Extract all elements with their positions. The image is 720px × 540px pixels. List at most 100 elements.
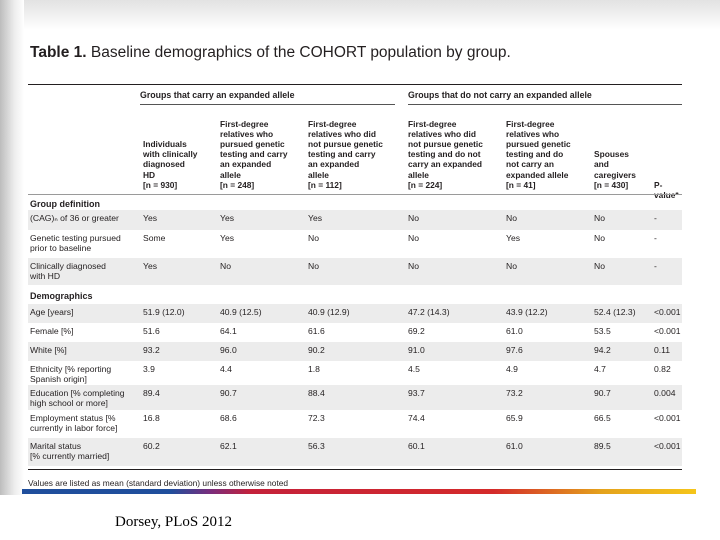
column-header-2: [n = 248]	[220, 179, 255, 190]
column-header-2: an expanded	[220, 159, 272, 170]
table-row: (CAG)ₙ of 36 or greater Yes Yes Yes No No No -	[28, 210, 682, 230]
row-label: [% currently married]	[30, 451, 110, 462]
row-label: Clinically diagnosed	[30, 261, 106, 271]
column-header-7: P-value*	[654, 179, 679, 200]
table-caption: Table 1. Baseline demographics of the CO…	[30, 44, 511, 62]
table-cell: 61.6	[308, 326, 325, 336]
table-cell: <0.001	[654, 441, 681, 451]
table-row: Employment status [% currently in labor f…	[28, 410, 682, 438]
table-row: Female [%] 51.6 64.1 61.6 69.2 61.0 53.5 <0.001	[28, 323, 682, 342]
row-label: Female [%]	[30, 326, 74, 336]
column-header-5: pursued genetic	[506, 139, 571, 149]
table-cell: 69.2	[408, 326, 425, 336]
table-cell: Yes	[220, 213, 235, 223]
column-header-2: allele	[220, 169, 241, 180]
column-header-6: caregivers	[594, 169, 636, 180]
column-header-6: Spouses	[594, 149, 629, 160]
table-cell: 0.82	[654, 364, 671, 374]
citation: Dorsey, PLoS 2012	[115, 514, 232, 530]
table-cell: No	[408, 233, 419, 243]
table-row: Ethnicity [% reporting Spanish origin] 3.9…	[28, 361, 682, 385]
table-row: Education [% completing high school or mo…	[28, 385, 682, 410]
table-cell: No	[308, 233, 319, 243]
caption-label: Table 1.	[30, 44, 87, 61]
table-cell: Yes	[308, 213, 323, 223]
table-cell: 4.5	[408, 364, 420, 374]
column-header-2: relatives who	[220, 128, 274, 139]
group-header-noncarry-rule	[408, 104, 682, 105]
column-header-3: testing and carry	[308, 149, 376, 160]
table-row: Genetic testing pursued prior to baseline…	[28, 230, 682, 258]
table-cell: 1.8	[308, 364, 320, 374]
table-cell: <0.001	[654, 326, 681, 336]
table-cell: 53.5	[594, 326, 611, 336]
table-cell: 90.7	[594, 388, 611, 398]
table-cell: Yes	[220, 233, 235, 243]
table-cell: 51.6	[143, 326, 160, 336]
table-cell: 73.2	[506, 388, 523, 398]
row-label: Ethnicity [% reporting	[30, 364, 112, 374]
table-cell: 60.1	[408, 441, 425, 451]
column-header-1: [n = 930]	[143, 179, 178, 190]
column-header-3: [n = 112]	[308, 179, 342, 190]
row-label: with HD	[30, 271, 61, 282]
table-cell: 93.2	[143, 345, 160, 355]
row-label: Marital status	[30, 441, 82, 451]
column-header-6: and	[594, 159, 609, 170]
table-cell: 47.2 (14.3)	[408, 307, 450, 317]
table-cell: 4.7	[594, 364, 606, 374]
table-cell: No	[594, 233, 605, 243]
table-cell: 52.4 (12.3)	[594, 307, 636, 317]
table-cell: 90.2	[308, 345, 325, 355]
table-cell: 40.9 (12.5)	[220, 307, 262, 317]
row-label: Education [% completing	[30, 388, 125, 398]
table-cell: 97.6	[506, 345, 523, 355]
table-cell: 64.1	[220, 326, 237, 336]
caption-text: Baseline demographics of the COHORT popu…	[90, 44, 511, 61]
table-cell: No	[408, 213, 419, 223]
table-cell: 51.9 (12.0)	[143, 307, 185, 317]
table-cell: <0.001	[654, 413, 681, 423]
table-cell: 40.9 (12.9)	[308, 307, 350, 317]
table-cell: 89.4	[143, 388, 160, 398]
table-cell: 62.1	[220, 441, 237, 451]
row-label: Age [years]	[30, 307, 74, 317]
table-cell: 68.6	[220, 413, 237, 423]
section-group-definition: Group definition	[30, 199, 100, 209]
table-cell: Yes	[143, 213, 158, 223]
column-header-3: allele	[308, 169, 329, 180]
table-cell: No	[506, 261, 517, 271]
column-header-6: [n = 430]	[594, 179, 629, 190]
table-cell: -	[654, 233, 657, 243]
table-footnote: Values are listed as mean (standard devi…	[28, 478, 289, 488]
row-label: prior to baseline	[30, 243, 92, 254]
table-cell: 94.2	[594, 345, 611, 355]
row-label: high school or more]	[30, 398, 108, 409]
table-cell: -	[654, 261, 657, 271]
row-label: Employment status [%	[30, 413, 116, 423]
table-cell: 61.0	[506, 326, 523, 336]
slide-shadow-top	[0, 0, 720, 30]
table-bottom-rule	[28, 469, 682, 470]
table-cell: Yes	[143, 261, 158, 271]
column-header-1: HD	[143, 169, 156, 180]
table-cell: -	[654, 213, 657, 223]
table-cell: 72.3	[308, 413, 325, 423]
column-header-1: with clinically	[143, 149, 198, 160]
column-header-4: relatives who did	[408, 128, 476, 139]
color-stripe	[22, 489, 696, 494]
table-row: White [%] 93.2 96.0 90.2 91.0 97.6 94.2 0.11	[28, 342, 682, 361]
table-cell: 0.11	[654, 345, 671, 355]
table-cell: 93.7	[408, 388, 425, 398]
column-header-5: First-degree	[506, 118, 555, 129]
slide-shadow-left	[0, 0, 24, 495]
column-header-5: expanded allele	[506, 169, 569, 180]
table-cell: 91.0	[408, 345, 425, 355]
table-cell: Yes	[506, 233, 521, 243]
table-cell: 43.9 (12.2)	[506, 307, 548, 317]
table-row: Marital status [% currently married] 60.2 6…	[28, 438, 682, 466]
row-label: Spanish origin]	[30, 374, 87, 385]
table-cell: 0.004	[654, 388, 676, 398]
table-cell: 66.5	[594, 413, 611, 423]
column-header-4: carry an expanded	[408, 159, 483, 170]
